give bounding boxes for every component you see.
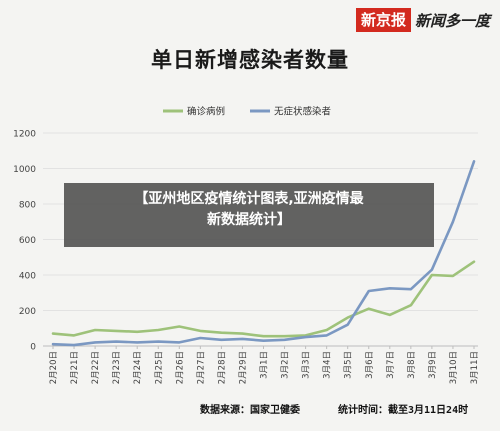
x-tick-label: 3月2日 — [281, 351, 291, 379]
series-line — [51, 260, 476, 338]
data-point — [115, 330, 118, 332]
data-point — [346, 323, 349, 326]
article-title-overlay: 【亚州地区疫情统计图表,亚洲疫情最 新数据统计】 — [64, 183, 434, 247]
data-point — [220, 331, 223, 334]
data-point — [473, 160, 475, 163]
x-tick-label: 3月4日 — [323, 351, 333, 379]
y-tick-label: 600 — [19, 236, 36, 246]
data-point — [409, 288, 412, 291]
x-tick-label: 3月9日 — [428, 351, 438, 379]
y-tick-label: 1200 — [13, 130, 36, 140]
data-point — [52, 343, 54, 346]
data-point — [178, 341, 181, 344]
data-point — [262, 335, 265, 338]
x-tick-label: 2月26日 — [175, 351, 185, 384]
data-point — [115, 340, 118, 343]
data-point — [283, 338, 286, 341]
data-point — [431, 268, 433, 271]
x-tick-label: 2月24日 — [133, 351, 143, 384]
data-point — [220, 338, 223, 341]
data-point — [94, 329, 96, 331]
data-point — [157, 340, 160, 343]
x-tick-label: 2月25日 — [154, 351, 164, 384]
data-point — [52, 332, 54, 335]
data-point — [367, 290, 370, 292]
data-point — [283, 335, 286, 338]
y-tick-label: 800 — [19, 201, 36, 211]
x-tick-label: 2月21日 — [70, 351, 80, 384]
data-point — [199, 330, 202, 332]
data-point — [409, 304, 412, 307]
x-tick-label: 2月22日 — [91, 351, 101, 384]
x-tick-label: 2月29日 — [238, 351, 248, 384]
data-point — [452, 220, 454, 223]
data-point — [94, 341, 96, 344]
data-point — [136, 341, 139, 344]
x-tick-label: 3月7日 — [386, 351, 396, 379]
data-point — [325, 334, 328, 337]
x-tick-label: 3月6日 — [365, 351, 375, 379]
data-point — [199, 337, 202, 339]
x-tick-label: 3月10日 — [449, 351, 459, 384]
legend-label: 确诊病例 — [187, 106, 225, 118]
data-point — [241, 338, 244, 340]
data-point — [73, 344, 75, 347]
data-point — [452, 274, 454, 277]
data-point — [346, 316, 349, 319]
data-point — [178, 325, 181, 328]
data-source: 数据来源：国家卫健委 — [200, 405, 300, 416]
overlay-line-2: 新数据统计】 — [207, 212, 291, 228]
brand-name: 新京报 — [355, 8, 411, 32]
x-tick-label: 3月3日 — [302, 351, 312, 379]
x-tick-label: 3月5日 — [344, 351, 354, 379]
y-tick-label: 0 — [30, 343, 36, 353]
y-tick-label: 400 — [19, 272, 36, 282]
data-point — [157, 329, 160, 331]
y-tick-label: 200 — [19, 307, 36, 317]
data-point — [473, 260, 475, 263]
x-tick-label: 3月1日 — [260, 351, 270, 379]
data-point — [304, 336, 307, 339]
x-tick-label: 2月27日 — [196, 351, 206, 384]
data-point — [388, 314, 391, 316]
data-point — [367, 307, 370, 310]
x-tick-label: 3月11日 — [470, 351, 480, 384]
x-tick-label: 2月28日 — [217, 351, 227, 384]
x-tick-label: 3月8日 — [407, 351, 417, 379]
data-point — [73, 334, 75, 337]
brand-logo: 新京报 新闻多一度 — [355, 8, 490, 32]
y-tick-label: 1000 — [13, 165, 36, 175]
x-tick-label: 2月20日 — [49, 351, 59, 384]
data-point — [262, 339, 265, 342]
data-point — [136, 330, 139, 333]
stat-time: 统计时间：截至3月11日24时 — [338, 405, 469, 416]
data-point — [431, 274, 433, 276]
data-point — [325, 329, 328, 331]
legend-label: 无症状感染者 — [274, 106, 331, 118]
data-point — [388, 287, 391, 290]
overlay-line-1: 【亚州地区疫情统计图表,亚洲疫情最 — [134, 191, 364, 207]
chart-title: 单日新增感染者数量 — [151, 48, 349, 72]
x-tick-label: 2月23日 — [112, 351, 122, 384]
brand-slogan: 新闻多一度 — [414, 11, 490, 30]
data-point — [241, 332, 244, 335]
